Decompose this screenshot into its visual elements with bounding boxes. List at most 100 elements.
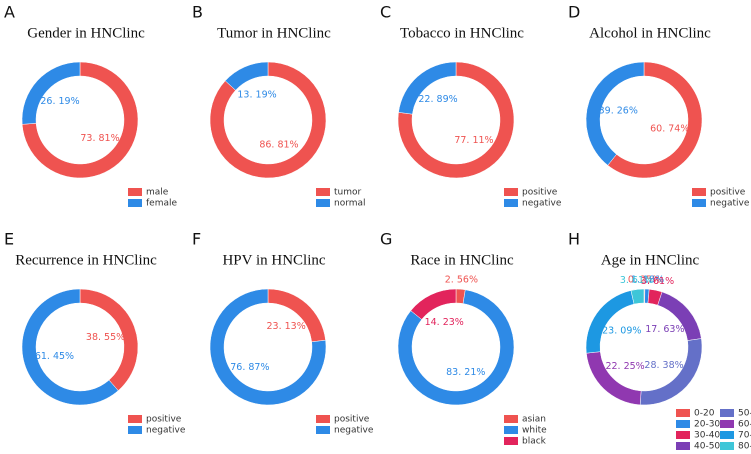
value-label: 2. 56%: [445, 275, 478, 286]
legend-swatch: [720, 409, 734, 417]
value-label: 38. 55%: [86, 332, 125, 343]
donut-segment: [397, 289, 515, 406]
value-label: 23. 09%: [602, 326, 641, 337]
donut-segment: [585, 61, 645, 166]
legend-swatch: [676, 409, 690, 417]
panel-letter: E: [4, 230, 14, 249]
value-label: 39. 26%: [599, 105, 638, 116]
value-label: 26. 19%: [40, 96, 79, 107]
donut-segment: [224, 61, 269, 91]
value-label: 86. 81%: [259, 139, 298, 150]
chart-title: Gender in HNClinc: [27, 25, 145, 41]
value-label: 1. 18%: [631, 275, 664, 286]
value-label: 76. 87%: [230, 362, 269, 373]
legend-label: white: [522, 426, 547, 436]
panel-letter: D: [568, 3, 580, 22]
legend-swatch: [316, 199, 330, 207]
legend-swatch: [316, 415, 330, 423]
donut-segment: [21, 61, 81, 125]
legend-label: normal: [334, 199, 366, 209]
chart-title: Recurrence in HNClinc: [15, 252, 157, 268]
legend-label: negative: [710, 199, 750, 209]
legend-label: negative: [522, 199, 562, 209]
legend-label: 40-50: [694, 442, 720, 452]
legend-label: black: [522, 437, 547, 447]
chart-title: Race in HNClinc: [410, 252, 514, 268]
legend-swatch: [676, 442, 690, 450]
chart-title: HPV in HNClinc: [222, 252, 325, 268]
legend-label: 20-30: [694, 420, 720, 430]
legend-swatch: [128, 199, 142, 207]
legend-swatch: [504, 426, 518, 434]
legend-swatch: [720, 420, 734, 428]
panel-letter: G: [380, 230, 392, 249]
value-label: 14. 23%: [425, 317, 464, 328]
legend-label: positive: [146, 415, 182, 425]
legend-label: male: [146, 188, 169, 198]
donut-segment: [585, 290, 635, 354]
value-label: 28. 38%: [644, 360, 683, 371]
value-label: 0. 25%: [628, 275, 661, 286]
legend-label: negative: [334, 426, 374, 436]
legend-label: tumor: [334, 188, 362, 198]
donut-segment: [209, 61, 327, 179]
legend-label: 50-60: [738, 409, 751, 419]
value-label: 17. 63%: [645, 324, 684, 335]
donut-segment: [21, 288, 119, 406]
chart-title: Alcohol in HNClinc: [589, 25, 711, 41]
legend-swatch: [316, 426, 330, 434]
chart-title: Tumor in HNClinc: [217, 25, 331, 41]
legend-swatch: [504, 437, 518, 445]
value-label: 83. 21%: [446, 367, 485, 378]
panel-letter: B: [192, 3, 203, 22]
value-label: 61. 45%: [35, 351, 74, 362]
legend-swatch: [504, 199, 518, 207]
donut-segment: [397, 61, 515, 179]
panel-letter: C: [380, 3, 391, 22]
legend-label: 80-90: [738, 442, 751, 452]
legend-swatch: [504, 415, 518, 423]
donut-segment: [21, 61, 139, 179]
legend-swatch: [676, 431, 690, 439]
legend-swatch: [692, 199, 706, 207]
donut-segment: [209, 288, 327, 406]
donut-segment: [630, 288, 645, 305]
legend-label: positive: [522, 188, 558, 198]
legend-label: 30-40: [694, 431, 720, 441]
legend-swatch: [720, 431, 734, 439]
legend-swatch: [504, 188, 518, 196]
panel-letter: F: [192, 230, 201, 249]
donut-segment: [398, 61, 457, 115]
value-label: 22. 25%: [605, 361, 644, 372]
chart-title: Tobacco in HNClinc: [400, 25, 524, 41]
legend-label: 70-80: [738, 431, 751, 441]
legend-swatch: [676, 420, 690, 428]
legend-label: positive: [710, 188, 746, 198]
legend-swatch: [692, 188, 706, 196]
donut-segment: [267, 288, 326, 343]
donut-segment: [586, 351, 642, 406]
legend-label: 0-20: [694, 409, 715, 419]
legend-label: negative: [146, 426, 186, 436]
legend-swatch: [128, 415, 142, 423]
value-label: 3. 61%: [641, 276, 674, 287]
legend-swatch: [128, 426, 142, 434]
value-label: 3. 61%: [620, 275, 653, 286]
legend-label: female: [146, 199, 177, 209]
chart-title: Age in HNClinc: [601, 252, 700, 268]
value-label: 23. 13%: [266, 321, 305, 332]
legend-swatch: [128, 188, 142, 196]
panel-letter: H: [568, 230, 580, 249]
legend-swatch: [720, 442, 734, 450]
donut-segment: [410, 288, 457, 320]
value-label: 73. 81%: [80, 133, 119, 144]
value-label: 77. 11%: [454, 135, 493, 146]
legend-label: asian: [522, 415, 546, 425]
legend-label: positive: [334, 415, 370, 425]
panel-letter: A: [4, 3, 15, 22]
donut-segment: [639, 338, 703, 406]
legend-label: 60-70: [738, 420, 751, 430]
value-label: 60. 74%: [650, 124, 689, 135]
value-label: 22. 89%: [418, 94, 457, 105]
